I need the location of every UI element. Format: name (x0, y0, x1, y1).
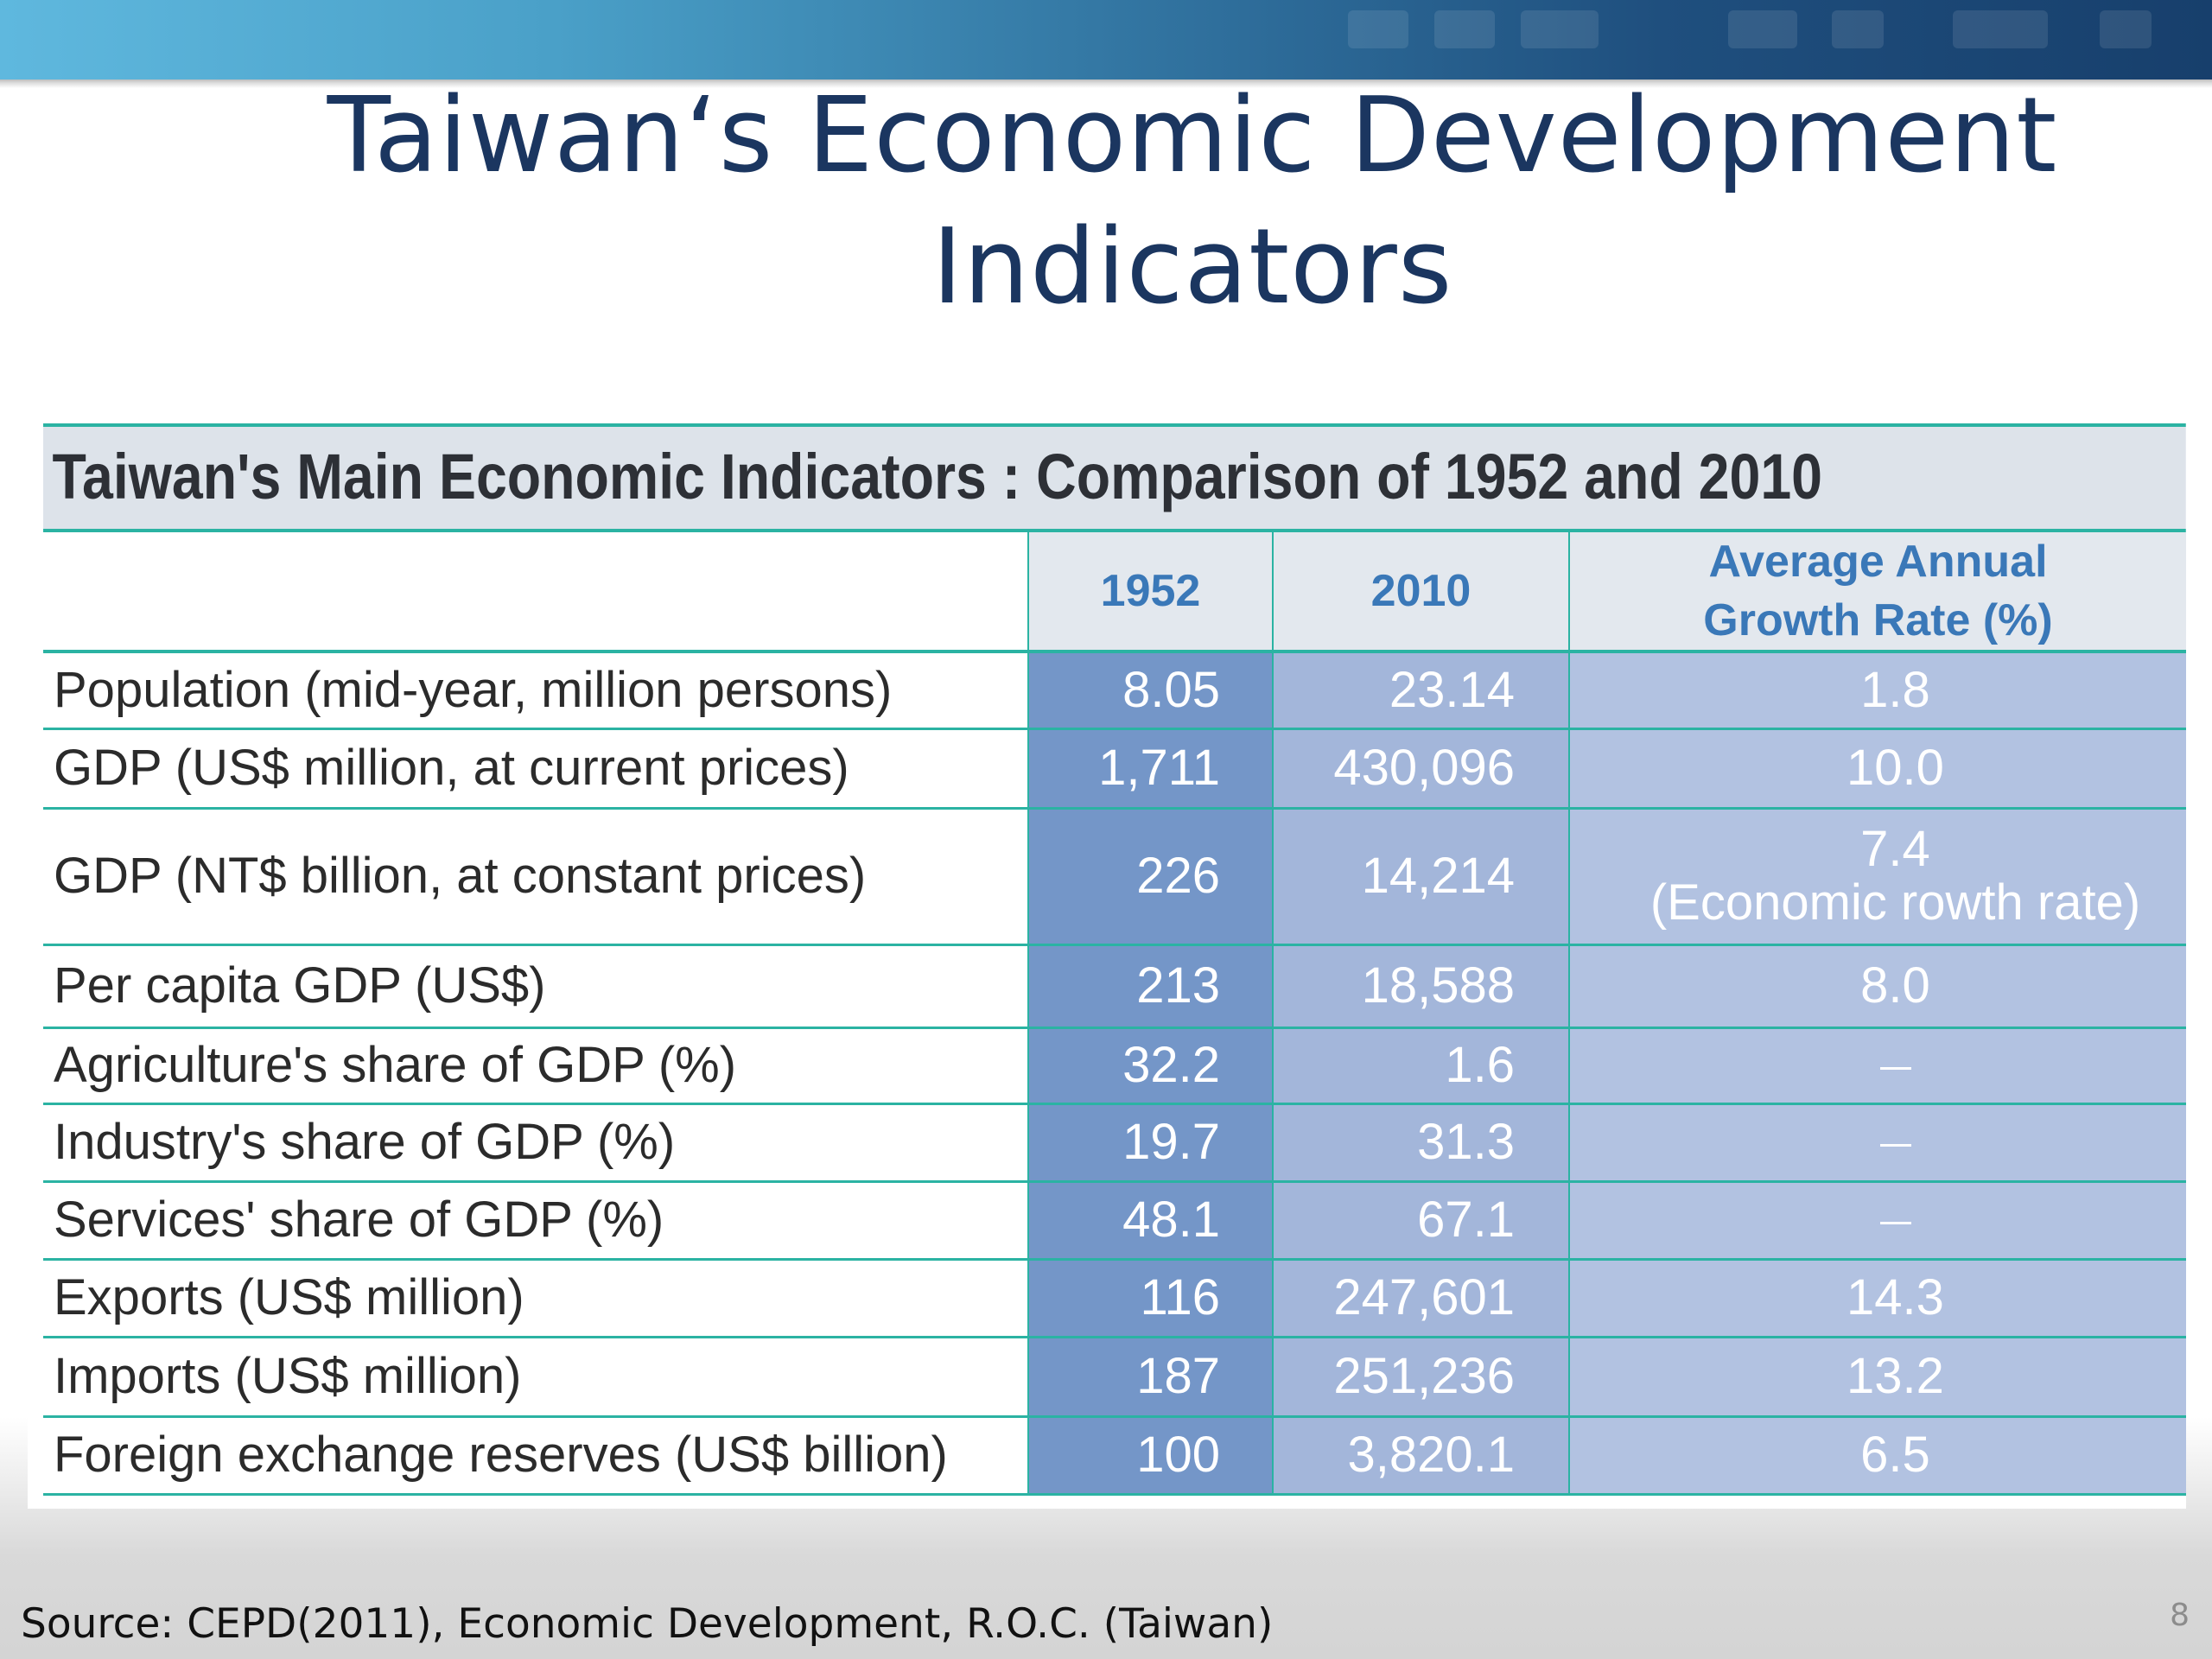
row-label: Imports (US$ million) (43, 1337, 1028, 1418)
table-row: GDP (NT$ billion, at constant prices) 226… (43, 808, 2186, 946)
growth-rate-value (1605, 1114, 2186, 1171)
growth-rate-value: 13.2 (1847, 1348, 1944, 1404)
table-row: Foreign exchange reserves (US$ billion) 1… (43, 1416, 2186, 1496)
value-growth-rate: 7.4 (Economic rowth rate) (1568, 808, 2186, 946)
row-label: GDP (US$ million, at current prices) (43, 728, 1028, 810)
value-growth-rate (1568, 1181, 2186, 1261)
growth-rate-value: 8.0 (1860, 957, 1930, 1014)
table-row: Imports (US$ million) 187 251,236 13.2 (43, 1337, 2186, 1418)
value-1952: 48.1 (1027, 1181, 1273, 1261)
row-label: Industry's share of GDP (%) (43, 1103, 1028, 1183)
value-2010: 251,236 (1272, 1337, 1569, 1418)
dash-mark (1879, 1144, 1911, 1147)
source-note: Source: CEPD(2011), Economic Development… (21, 1600, 1274, 1648)
value-1952: 1,711 (1027, 728, 1273, 810)
header-tile (1728, 10, 1797, 48)
table-title: Taiwan's Main Economic Indicators : Comp… (43, 423, 2187, 532)
value-2010: 23.14 (1272, 652, 1569, 730)
value-1952: 19.7 (1027, 1103, 1273, 1183)
value-growth-rate: 10.0 (1568, 728, 2186, 810)
value-growth-rate (1568, 1027, 2186, 1105)
value-1952: 8.05 (1027, 652, 1273, 730)
value-1952: 100 (1027, 1416, 1273, 1496)
header-1952: 1952 (1027, 532, 1273, 653)
value-2010: 18,588 (1272, 944, 1569, 1029)
header-tile (1953, 10, 2048, 48)
value-growth-rate: 1.8 (1568, 652, 2186, 730)
table-row: Population (mid-year, million persons) 8.… (43, 652, 2186, 730)
table-row: GDP (US$ million, at current prices) 1,71… (43, 728, 2186, 810)
value-2010: 67.1 (1272, 1181, 1569, 1261)
growth-rate-value: 1.8 (1860, 661, 1930, 718)
header-tile (1521, 10, 1599, 48)
table-header-row: 1952 2010 Average Annual Growth Rate (%) (43, 532, 2186, 653)
row-label: Services' share of GDP (%) (43, 1181, 1028, 1261)
growth-rate-value: 14.3 (1847, 1269, 1944, 1325)
header-tile (1832, 10, 1884, 48)
row-label: Foreign exchange reserves (US$ billion) (43, 1416, 1028, 1496)
growth-rate-value (1605, 1192, 2186, 1249)
table-row: Exports (US$ million) 116 247,601 14.3 (43, 1259, 2186, 1338)
slide-title: Taiwan‘s Economic Development Indicators (86, 71, 2212, 334)
table-row: Industry's share of GDP (%) 19.7 31.3 (43, 1103, 2186, 1183)
value-growth-rate: 14.3 (1568, 1259, 2186, 1338)
row-label: Per capita GDP (US$) (43, 944, 1028, 1029)
header-growth-rate-label: Average Annual Growth Rate (%) (1703, 537, 2053, 645)
dash-mark (1879, 1222, 1911, 1225)
header-blank (43, 532, 1028, 653)
value-2010: 31.3 (1272, 1103, 1569, 1183)
dash-mark (1879, 1067, 1911, 1071)
table-row: Agriculture's share of GDP (%) 32.2 1.6 (43, 1027, 2186, 1105)
table-row: Per capita GDP (US$) 213 18,588 8.0 (43, 944, 2186, 1029)
growth-rate-value (1605, 1037, 2186, 1094)
growth-rate-value: 7.4 (1860, 821, 1930, 877)
page-number: 8 (2170, 1598, 2190, 1633)
header-band (0, 0, 2212, 79)
growth-rate-note: (Economic rowth rate) (1649, 874, 2141, 931)
row-label: Exports (US$ million) (43, 1259, 1028, 1338)
value-2010: 3,820.1 (1272, 1416, 1569, 1496)
value-2010: 247,601 (1272, 1259, 1569, 1338)
value-1952: 116 (1027, 1259, 1273, 1338)
row-label: Agriculture's share of GDP (%) (43, 1027, 1028, 1105)
growth-rate-value: 6.5 (1860, 1427, 1930, 1483)
value-1952: 187 (1027, 1337, 1273, 1418)
value-1952: 213 (1027, 944, 1273, 1029)
table-row: Services' share of GDP (%) 48.1 67.1 (43, 1181, 2186, 1261)
header-shadow (0, 79, 2212, 88)
table-body: Population (mid-year, million persons) 8.… (43, 652, 2186, 1496)
value-2010: 430,096 (1272, 728, 1569, 810)
value-growth-rate: 8.0 (1568, 944, 2186, 1029)
indicators-table: 1952 2010 Average Annual Growth Rate (%)… (43, 532, 2186, 1496)
value-growth-rate: 13.2 (1568, 1337, 2186, 1418)
value-1952: 32.2 (1027, 1027, 1273, 1105)
row-label: GDP (NT$ billion, at constant prices) (43, 808, 1028, 946)
header-growth-rate: Average Annual Growth Rate (%) (1568, 532, 2186, 653)
header-tile (1348, 10, 1408, 48)
value-growth-rate: 6.5 (1568, 1416, 2186, 1496)
value-2010: 14,214 (1272, 808, 1569, 946)
slide-title-line1: Taiwan‘s Economic Development (327, 76, 2058, 196)
slide-title-line2: Indicators (931, 207, 1453, 327)
value-growth-rate (1568, 1103, 2186, 1183)
growth-rate-value: 10.0 (1847, 740, 1944, 796)
row-label: Population (mid-year, million persons) (43, 652, 1028, 730)
value-2010: 1.6 (1272, 1027, 1569, 1105)
value-1952: 226 (1027, 808, 1273, 946)
header-tile (2100, 10, 2152, 48)
header-2010: 2010 (1272, 532, 1569, 653)
header-tile (1434, 10, 1495, 48)
